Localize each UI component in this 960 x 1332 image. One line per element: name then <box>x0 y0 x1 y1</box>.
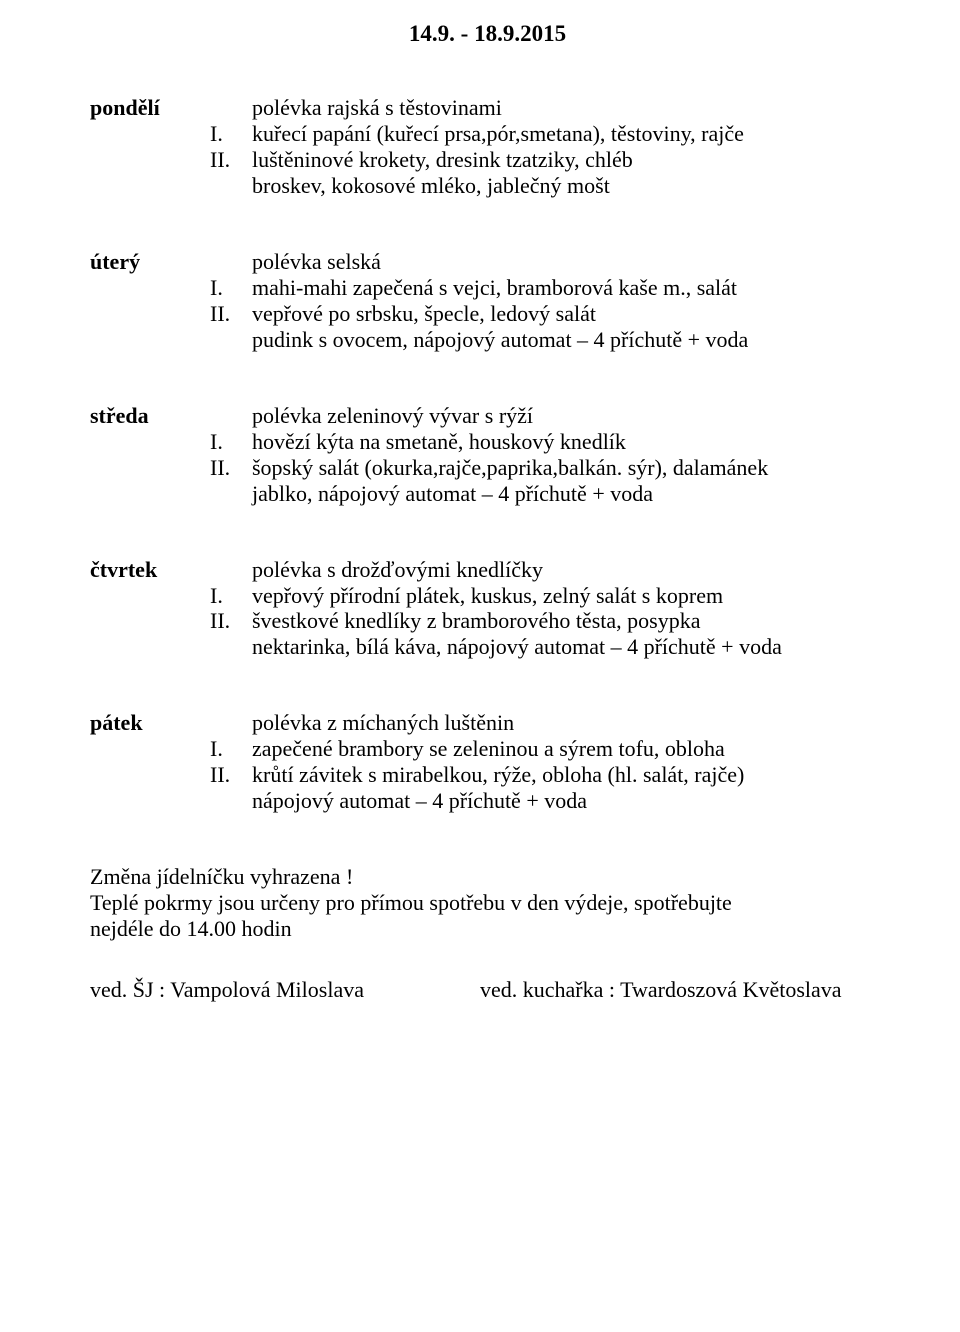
meal-text: mahi-mahi zapečená s vejci, bramborová k… <box>252 275 885 301</box>
extra-text: broskev, kokosové mléko, jablečný mošt <box>252 173 885 199</box>
soup-text: polévka rajská s těstovinami <box>252 95 885 121</box>
meal-text: šopský salát (okurka,rajče,paprika,balká… <box>252 455 885 481</box>
meal-num: II. <box>210 147 252 173</box>
meal-num: I. <box>210 275 252 301</box>
signature-row: ved. ŠJ : Vampolová Miloslava ved. kucha… <box>90 977 885 1003</box>
meal-num: I. <box>210 121 252 147</box>
meal-num: II. <box>210 608 252 634</box>
meal-num: II. <box>210 762 252 788</box>
day-thursday: čtvrtek polévka s drožďovými knedlíčky I… <box>90 557 885 661</box>
extra-text: nápojový automat – 4 příchutě + voda <box>252 788 885 814</box>
menu-document: 14.9. - 18.9.2015 pondělí polévka rajská… <box>0 0 960 1043</box>
meal-num: I. <box>210 583 252 609</box>
note-line: nejdéle do 14.00 hodin <box>90 916 885 942</box>
note-line: Teplé pokrmy jsou určeny pro přímou spot… <box>90 890 885 916</box>
meal-num: II. <box>210 455 252 481</box>
meal-num: I. <box>210 429 252 455</box>
day-label: středa <box>90 403 210 429</box>
meal-text: kuřecí papání (kuřecí prsa,pór,smetana),… <box>252 121 885 147</box>
meal-text: hovězí kýta na smetaně, houskový knedlík <box>252 429 885 455</box>
meal-text: krůtí závitek s mirabelkou, rýže, obloha… <box>252 762 885 788</box>
soup-text: polévka selská <box>252 249 885 275</box>
soup-text: polévka s drožďovými knedlíčky <box>252 557 885 583</box>
day-label: pondělí <box>90 95 210 121</box>
soup-text: polévka z míchaných luštěnin <box>252 710 885 736</box>
note-line: Změna jídelníčku vyhrazena ! <box>90 864 885 890</box>
extra-text: pudink s ovocem, nápojový automat – 4 př… <box>252 327 885 353</box>
extra-text: jablko, nápojový automat – 4 příchutě + … <box>252 481 885 507</box>
signature-right: ved. kuchařka : Twardoszová Květoslava <box>480 977 885 1003</box>
footer-note: Změna jídelníčku vyhrazena ! Teplé pokrm… <box>90 864 885 942</box>
extra-text: nektarinka, bílá káva, nápojový automat … <box>252 634 885 660</box>
day-wednesday: středa polévka zeleninový vývar s rýží I… <box>90 403 885 507</box>
day-tuesday: úterý polévka selská I. mahi-mahi zapeče… <box>90 249 885 353</box>
meal-text: zapečené brambory se zeleninou a sýrem t… <box>252 736 885 762</box>
day-label: čtvrtek <box>90 557 210 583</box>
day-monday: pondělí polévka rajská s těstovinami I. … <box>90 95 885 199</box>
meal-text: švestkové knedlíky z bramborového těsta,… <box>252 608 885 634</box>
meal-num: II. <box>210 301 252 327</box>
signature-left: ved. ŠJ : Vampolová Miloslava <box>90 977 480 1003</box>
meal-text: vepřový přírodní plátek, kuskus, zelný s… <box>252 583 885 609</box>
day-label: pátek <box>90 710 210 736</box>
meal-text: vepřové po srbsku, špecle, ledový salát <box>252 301 885 327</box>
date-header: 14.9. - 18.9.2015 <box>90 20 885 47</box>
day-friday: pátek polévka z míchaných luštěnin I. za… <box>90 710 885 814</box>
meal-text: luštěninové krokety, dresink tzatziky, c… <box>252 147 885 173</box>
soup-text: polévka zeleninový vývar s rýží <box>252 403 885 429</box>
day-label: úterý <box>90 249 210 275</box>
meal-num: I. <box>210 736 252 762</box>
